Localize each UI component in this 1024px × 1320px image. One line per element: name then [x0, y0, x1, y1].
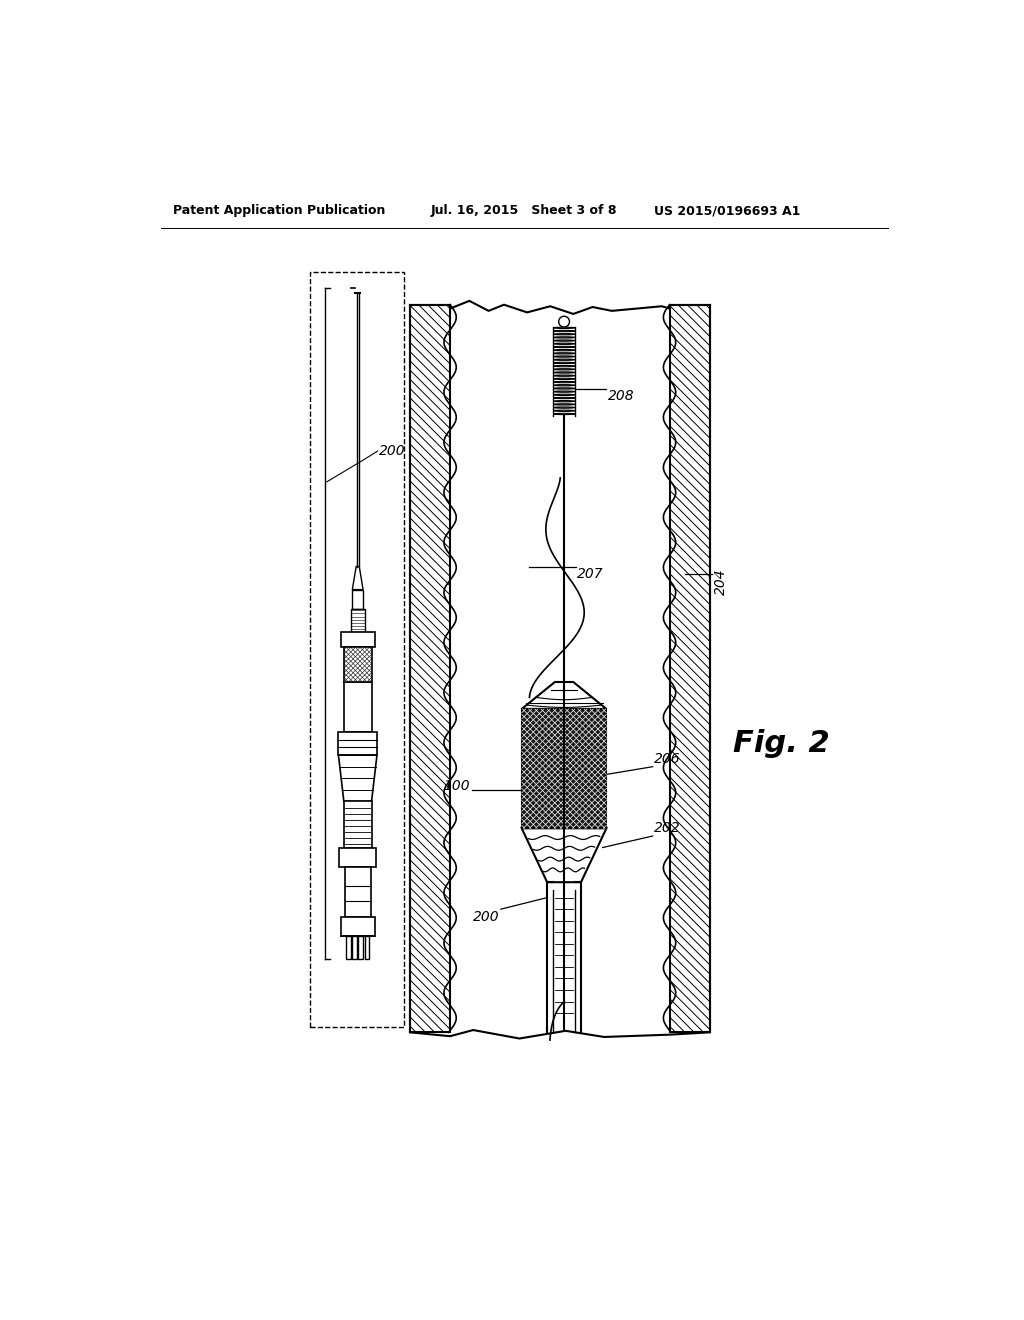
Polygon shape	[521, 829, 606, 882]
Bar	[339, 847, 376, 867]
Bar	[365, 936, 370, 960]
Bar	[344, 682, 372, 733]
Text: 208: 208	[608, 389, 635, 404]
Bar	[341, 632, 375, 647]
Bar	[352, 936, 357, 960]
Text: 206: 206	[654, 752, 681, 766]
Bar	[521, 709, 606, 829]
Bar	[410, 305, 451, 1032]
Bar	[352, 590, 364, 609]
Text: Fig. 2: Fig. 2	[733, 729, 829, 758]
Bar	[344, 801, 372, 847]
Text: 200: 200	[379, 444, 406, 458]
Text: Jul. 16, 2015   Sheet 3 of 8: Jul. 16, 2015 Sheet 3 of 8	[431, 205, 617, 218]
Bar	[339, 733, 377, 755]
Bar	[344, 647, 372, 682]
Bar	[341, 917, 375, 936]
Bar	[346, 936, 351, 960]
Text: 204: 204	[714, 569, 728, 595]
Bar	[351, 609, 365, 632]
Bar	[345, 867, 371, 917]
Polygon shape	[339, 755, 377, 801]
Bar	[670, 305, 710, 1032]
Polygon shape	[352, 566, 364, 590]
Polygon shape	[521, 682, 606, 709]
Text: US 2015/0196693 A1: US 2015/0196693 A1	[654, 205, 801, 218]
Bar	[310, 272, 403, 1027]
Text: 100: 100	[443, 779, 470, 793]
Text: 200: 200	[473, 909, 500, 924]
Text: Patent Application Publication: Patent Application Publication	[173, 205, 385, 218]
Circle shape	[559, 317, 569, 327]
Bar	[358, 936, 364, 960]
Text: 207: 207	[578, 568, 604, 581]
Bar	[410, 305, 451, 1032]
Bar	[670, 305, 710, 1032]
Text: 202: 202	[654, 821, 681, 836]
